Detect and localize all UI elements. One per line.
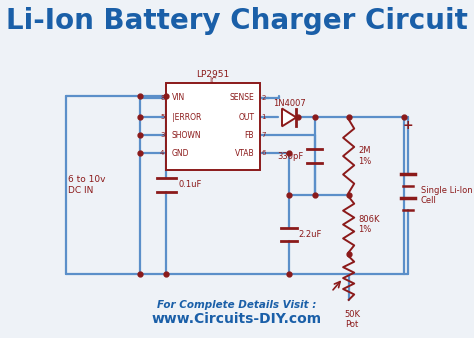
Text: 6 to 10v
DC IN: 6 to 10v DC IN <box>69 175 106 195</box>
Text: 0.1uF: 0.1uF <box>178 180 201 189</box>
Text: For Complete Details Visit :: For Complete Details Visit : <box>157 300 317 310</box>
Text: VTAB: VTAB <box>235 149 254 158</box>
Text: www.Circuits-DIY.com: www.Circuits-DIY.com <box>152 312 322 326</box>
Bar <box>166 83 260 170</box>
Text: 2: 2 <box>261 95 266 101</box>
Text: SHOWN: SHOWN <box>172 131 201 140</box>
Text: 8: 8 <box>160 95 164 101</box>
Text: IC: IC <box>209 77 217 86</box>
Text: 7: 7 <box>261 132 266 138</box>
Text: Single Li-Ion
Cell: Single Li-Ion Cell <box>421 186 473 206</box>
Text: GND: GND <box>172 149 189 158</box>
Text: LP2951: LP2951 <box>196 70 229 79</box>
Text: 1: 1 <box>261 115 266 120</box>
Polygon shape <box>282 108 296 126</box>
Text: FB: FB <box>245 131 254 140</box>
Text: 50K
Pot: 50K Pot <box>345 310 361 329</box>
Text: 806K
1%: 806K 1% <box>358 215 380 234</box>
Text: |ERROR: |ERROR <box>172 113 201 122</box>
Text: OUT: OUT <box>238 113 254 122</box>
Text: 2.2uF: 2.2uF <box>299 230 322 239</box>
Text: 2M
1%: 2M 1% <box>358 146 372 166</box>
Text: +: + <box>403 119 413 132</box>
Text: 3: 3 <box>160 132 164 138</box>
Text: SENSE: SENSE <box>229 93 254 102</box>
Text: Li-Ion Battery Charger Circuit: Li-Ion Battery Charger Circuit <box>6 7 468 35</box>
Text: 6: 6 <box>261 150 266 156</box>
Text: 1N4007: 1N4007 <box>273 99 306 108</box>
Text: 330pF: 330pF <box>277 152 303 161</box>
Text: 5: 5 <box>160 115 164 120</box>
Text: VIN: VIN <box>172 93 185 102</box>
Text: 4: 4 <box>160 150 164 156</box>
